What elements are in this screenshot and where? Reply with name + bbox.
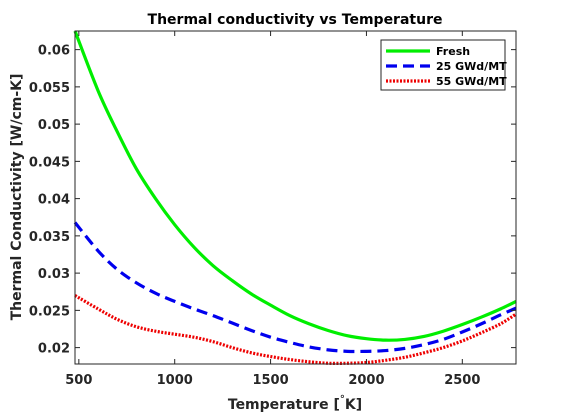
y-tick-label: 0.06	[38, 44, 70, 59]
y-axis-title: Thermal Conductivity [W/cm-K]	[9, 74, 25, 321]
x-axis-title-main: Temperature [	[228, 397, 340, 413]
axes-box	[74, 30, 517, 365]
legend: Fresh 25 GWd/MT 55 GWd/MT	[380, 39, 507, 91]
y-tick-label: 0.055	[29, 81, 70, 96]
legend-label-2: 25 GWd/MT	[436, 60, 507, 73]
legend-entries: Fresh 25 GWd/MT 55 GWd/MT	[386, 45, 507, 88]
x-axis-title-degree: °	[340, 394, 345, 405]
series-line-1	[73, 30, 517, 342]
y-tick-label: 0.04	[38, 193, 70, 208]
series-line-3	[74, 294, 517, 365]
x-axis-title-unit: K]	[345, 397, 362, 413]
x-tick-label: 2500	[444, 373, 480, 388]
y-tick-label: 0.025	[29, 304, 70, 319]
legend-label-3: 55 GWd/MT	[436, 75, 507, 88]
x-tick-label: 1500	[252, 373, 288, 388]
axes-layer	[74, 30, 517, 365]
legend-label-1: Fresh	[436, 45, 470, 58]
x-tick-label: 500	[65, 373, 92, 388]
chart-title: Thermal conductivity vs Temperature	[148, 12, 443, 28]
tick-layer: 500 1000 1500 2000 2500 0.02 0.025 0.03 0.035 0.0…	[29, 31, 516, 388]
y-tick-label: 0.03	[38, 267, 70, 282]
series-layer	[73, 30, 517, 365]
x-tick-label: 2000	[348, 373, 384, 388]
y-tick-label: 0.02	[38, 342, 70, 357]
y-tick-label: 0.05	[38, 118, 70, 133]
x-tick-label: 1000	[157, 373, 193, 388]
y-tick-label: 0.035	[29, 230, 70, 245]
series-line-2	[73, 221, 517, 354]
x-axis-title: Temperature [°K]	[228, 394, 362, 413]
y-tick-label: 0.045	[29, 155, 70, 170]
